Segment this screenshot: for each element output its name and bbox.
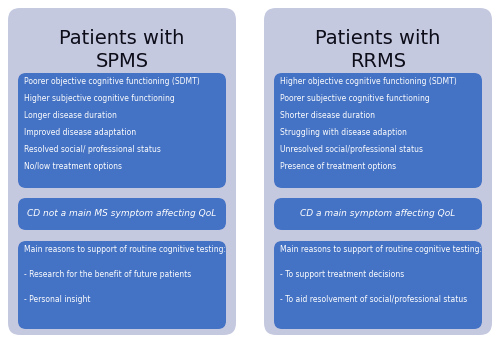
Text: Presence of treatment options: Presence of treatment options: [280, 162, 396, 171]
Text: Struggling with disease adaption: Struggling with disease adaption: [280, 128, 407, 137]
Text: - Personal insight: - Personal insight: [24, 295, 90, 304]
Text: No/low treatment options: No/low treatment options: [24, 162, 122, 171]
FancyBboxPatch shape: [264, 8, 492, 335]
Text: Shorter disease duration: Shorter disease duration: [280, 111, 375, 120]
FancyBboxPatch shape: [8, 8, 236, 335]
Text: Main reasons to support of routine cognitive testing:: Main reasons to support of routine cogni…: [280, 246, 482, 255]
Text: Resolved social/ professional status: Resolved social/ professional status: [24, 145, 161, 154]
Text: Unresolved social/professional status: Unresolved social/professional status: [280, 145, 423, 154]
Text: - Research for the benefit of future patients: - Research for the benefit of future pat…: [24, 270, 191, 279]
Text: Poorer subjective cognitive functioning: Poorer subjective cognitive functioning: [280, 94, 430, 103]
Text: - To aid resolvement of social/professional status: - To aid resolvement of social/professio…: [280, 295, 467, 304]
FancyBboxPatch shape: [274, 198, 482, 230]
Text: Patients with
SPMS: Patients with SPMS: [60, 29, 184, 71]
FancyBboxPatch shape: [18, 198, 226, 230]
Text: Poorer objective cognitive functioning (SDMT): Poorer objective cognitive functioning (…: [24, 78, 200, 86]
Text: Patients with
RRMS: Patients with RRMS: [316, 29, 440, 71]
FancyBboxPatch shape: [274, 73, 482, 188]
Text: Improved disease adaptation: Improved disease adaptation: [24, 128, 136, 137]
Text: Higher subjective cognitive functioning: Higher subjective cognitive functioning: [24, 94, 175, 103]
FancyBboxPatch shape: [18, 241, 226, 329]
Text: Higher objective cognitive functioning (SDMT): Higher objective cognitive functioning (…: [280, 78, 457, 86]
Text: CD a main symptom affecting QoL: CD a main symptom affecting QoL: [300, 210, 456, 218]
Text: Longer disease duration: Longer disease duration: [24, 111, 117, 120]
FancyBboxPatch shape: [18, 73, 226, 188]
FancyBboxPatch shape: [274, 241, 482, 329]
Text: - To support treatment decisions: - To support treatment decisions: [280, 270, 404, 279]
Text: CD not a main MS symptom affecting QoL: CD not a main MS symptom affecting QoL: [28, 210, 216, 218]
Text: Main reasons to support of routine cognitive testing:: Main reasons to support of routine cogni…: [24, 246, 226, 255]
